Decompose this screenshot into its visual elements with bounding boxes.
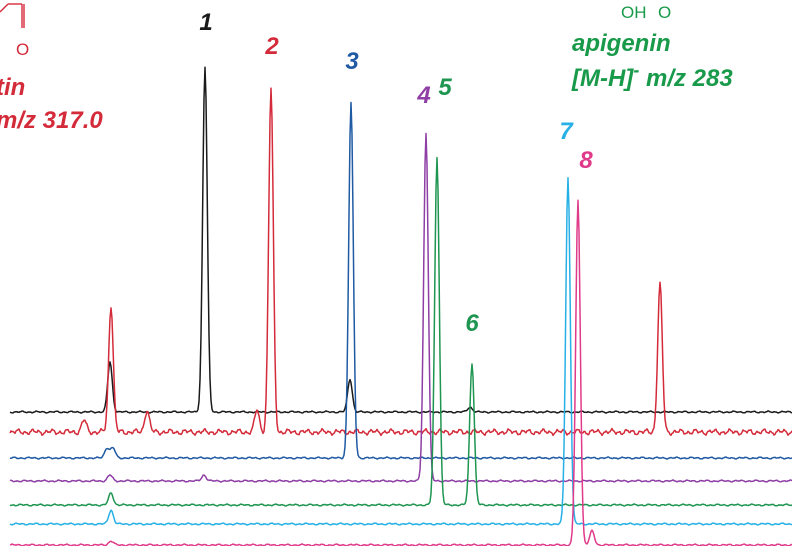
peak-label-2: 2	[264, 33, 279, 60]
peak-label-1: 1	[199, 9, 212, 36]
left-structure	[0, 3, 25, 28]
peak-label-3: 3	[345, 48, 359, 75]
left-structure-atom: O	[16, 40, 29, 59]
right-ion-prefix: [M-H]	[571, 65, 634, 92]
right-ion-mz: m/z 283	[639, 65, 733, 92]
peak-label-7: 7	[559, 118, 574, 145]
right-compound-name: apigenin	[572, 30, 671, 57]
left-ion-label: m/z 317.0	[0, 107, 103, 134]
trace-red	[9, 87, 792, 437]
peak-label-5: 5	[438, 74, 452, 101]
trace-blue	[9, 101, 792, 460]
right-structure-atom-o: O	[658, 3, 671, 22]
left-compound-name: tin	[0, 74, 25, 101]
peak-label-6: 6	[465, 310, 479, 337]
trace-magenta	[9, 199, 792, 546]
peak-labels-group: 1 2 3 4 5 6 78	[199, 9, 593, 337]
right-structure-atom-oh: OH	[621, 3, 647, 22]
trace-cyan	[9, 176, 792, 526]
traces-group	[9, 66, 792, 546]
trace-green	[9, 156, 792, 507]
peak-label-8: 8	[579, 147, 593, 174]
peak-label-4: 4	[416, 82, 430, 109]
trace-purple	[9, 132, 792, 483]
right-ion-label: [M-H]- m/z 283	[571, 60, 733, 92]
trace-black	[9, 66, 792, 414]
right-ion-charge: -	[633, 60, 639, 80]
